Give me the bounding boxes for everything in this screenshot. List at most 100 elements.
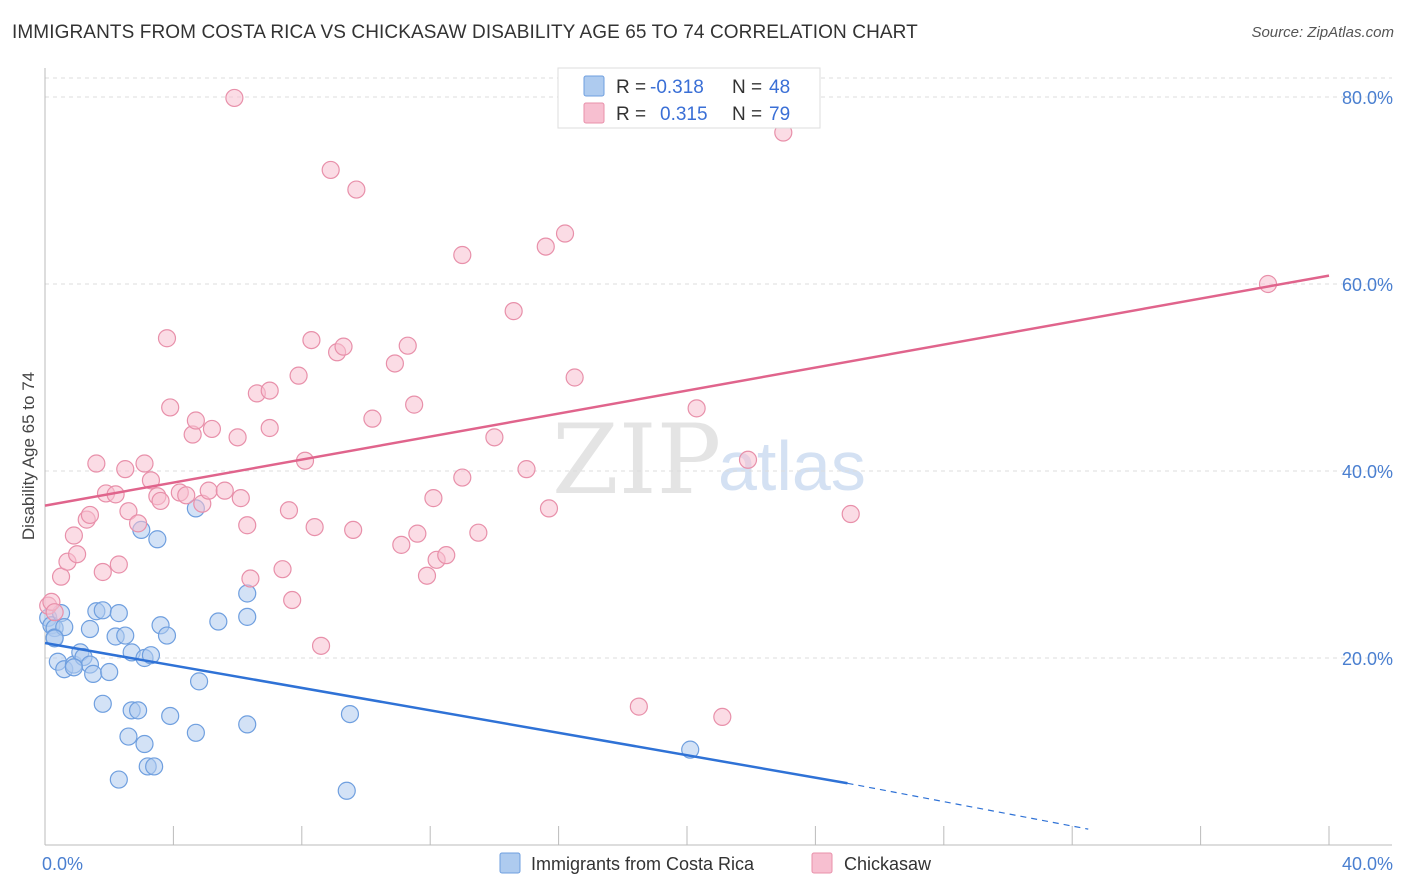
legend-swatch-costa-rica — [583, 75, 605, 97]
legend-top: R = -0.318 N = 48 R = 0.315 N = 79 — [557, 67, 821, 129]
data-point — [231, 489, 250, 508]
series-chickasaw — [39, 88, 1278, 727]
series-costa-rica — [39, 499, 700, 800]
data-point — [215, 481, 234, 500]
data-point — [45, 603, 64, 622]
data-point — [311, 636, 331, 655]
data-point — [238, 715, 257, 734]
data-point — [225, 88, 244, 108]
chart-title: IMMIGRANTS FROM COSTA RICA VS CHICKASAW … — [12, 22, 918, 43]
data-point — [109, 604, 128, 623]
axes — [44, 68, 1392, 846]
y-tick-label: 60.0% — [1342, 275, 1393, 295]
data-point — [321, 160, 340, 180]
data-point — [555, 224, 575, 243]
data-point — [385, 354, 404, 373]
data-point — [398, 336, 417, 355]
data-point — [148, 530, 167, 549]
data-point — [93, 562, 112, 582]
data-point — [629, 697, 648, 716]
data-point — [119, 502, 138, 521]
data-point — [238, 607, 257, 626]
data-point — [116, 460, 135, 479]
x-tick-labels: 0.0% 40.0% — [42, 854, 1393, 874]
data-point — [283, 590, 302, 610]
data-point — [177, 486, 196, 505]
data-point — [417, 566, 437, 585]
data-point — [260, 418, 279, 438]
data-point — [273, 560, 292, 579]
data-point — [109, 770, 128, 789]
data-point — [305, 517, 324, 537]
data-point — [453, 245, 472, 265]
trend-line-costa-rica — [44, 641, 848, 785]
data-point — [437, 546, 456, 565]
watermark-zip: ZIP — [552, 404, 721, 516]
legend-r-value-1: -0.318 — [650, 77, 704, 98]
data-point — [539, 499, 559, 518]
legend-r-label-2: R = — [616, 104, 646, 125]
data-point — [392, 535, 411, 554]
y-tick-label: 80.0% — [1342, 88, 1393, 108]
data-point — [157, 626, 177, 645]
data-point — [157, 329, 177, 348]
data-point — [302, 331, 321, 350]
legend-bottom-label-chickasaw: Chickasaw — [844, 854, 932, 874]
data-point — [738, 450, 758, 469]
data-point — [334, 337, 353, 356]
data-point — [186, 723, 205, 742]
data-point — [93, 694, 112, 713]
data-point — [279, 501, 299, 520]
legend-n-label-1: N = — [732, 77, 762, 98]
legend-bottom-swatch-costa-rica — [499, 852, 521, 874]
data-point — [363, 409, 382, 428]
data-point — [64, 658, 83, 677]
source-label: Source: ZipAtlas.com — [1251, 24, 1394, 41]
data-point — [189, 672, 209, 691]
data-point — [565, 368, 584, 387]
legend-swatch-chickasaw — [583, 102, 605, 124]
data-point — [80, 619, 100, 639]
legend-n-label-2: N = — [732, 104, 762, 125]
data-point — [202, 419, 222, 439]
data-point — [536, 237, 555, 256]
data-point — [238, 516, 257, 535]
data-point — [116, 626, 135, 645]
data-point — [485, 428, 504, 447]
legend-bottom-label-costa-rica: Immigrants from Costa Rica — [531, 854, 755, 874]
watermark-atlas: atlas — [718, 427, 866, 505]
data-point — [80, 505, 100, 525]
y-axis-label: Disability Age 65 to 74 — [19, 372, 38, 540]
data-point — [340, 704, 360, 724]
x-tick-label: 0.0% — [42, 854, 83, 874]
data-point — [87, 454, 106, 473]
legend-n-value-1: 48 — [769, 77, 790, 98]
data-point — [84, 664, 103, 683]
data-point — [453, 468, 472, 487]
data-point — [45, 629, 64, 648]
data-point — [186, 411, 205, 430]
data-point — [161, 706, 180, 726]
data-point — [337, 781, 356, 800]
data-point — [1258, 274, 1278, 294]
data-point — [344, 520, 363, 540]
data-point — [347, 180, 366, 199]
data-point — [128, 514, 148, 533]
trend-line-chickasaw — [44, 274, 1330, 507]
data-point — [199, 481, 218, 500]
trend-line-extension-costa-rica — [847, 782, 1089, 830]
trend-lines — [44, 274, 1330, 830]
data-points — [39, 88, 1278, 800]
legend-bottom: Immigrants from Costa Rica Chickasaw — [499, 852, 932, 874]
data-point — [109, 555, 128, 574]
data-point — [128, 701, 148, 720]
legend-r-value-2: 0.315 — [660, 104, 708, 125]
data-point — [209, 612, 228, 631]
watermark: ZIP atlas — [552, 404, 866, 516]
data-point — [713, 707, 732, 727]
data-point — [289, 366, 308, 385]
data-point — [687, 399, 706, 418]
data-point — [238, 584, 257, 603]
data-point — [405, 395, 424, 414]
